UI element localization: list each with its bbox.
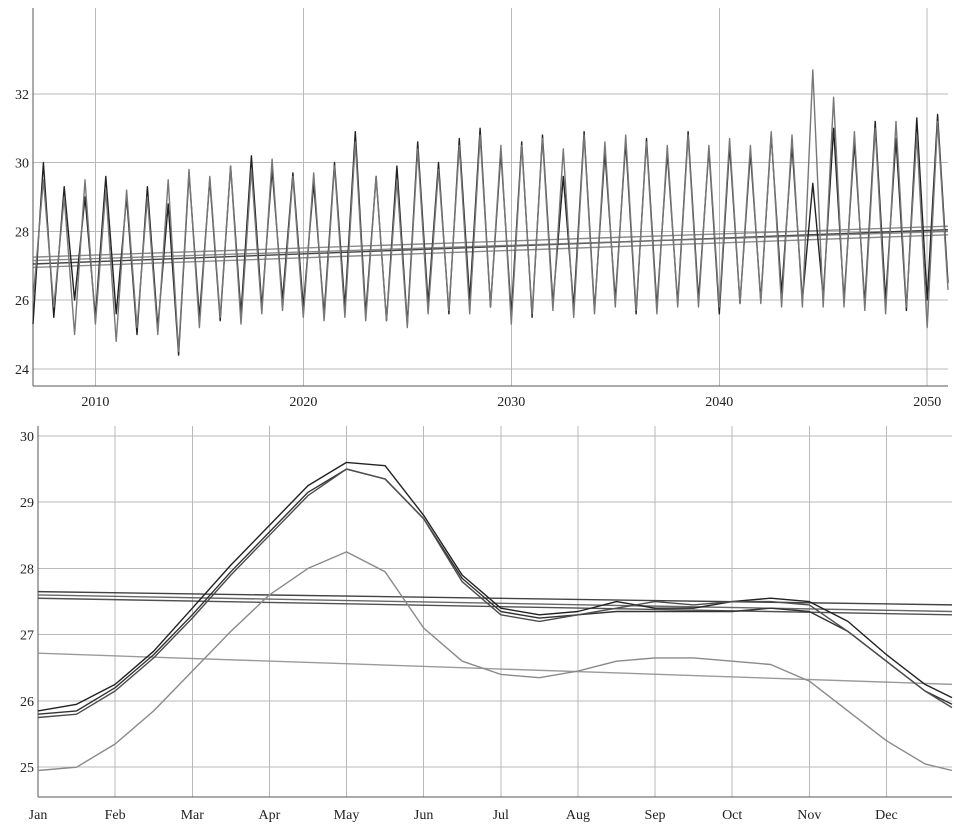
y-tick-label: 25 — [20, 761, 34, 776]
y-tick-label: 32 — [15, 88, 29, 103]
x-tick-label: May — [334, 808, 360, 823]
series-line — [37, 468, 953, 719]
x-tick-label: 2040 — [705, 395, 733, 410]
y-tick-label: 26 — [20, 695, 34, 710]
y-tick-label: 30 — [20, 430, 34, 445]
trend-line — [32, 225, 949, 258]
trend-line — [32, 234, 949, 269]
y-tick-label: 26 — [15, 294, 29, 309]
series-line — [37, 468, 953, 715]
y-tick-label: 28 — [15, 225, 29, 240]
x-tick-label: 2030 — [497, 395, 525, 410]
y-tick-label: 24 — [15, 363, 29, 378]
x-tick-label: 2010 — [81, 395, 109, 410]
x-tick-label: Dec — [875, 808, 898, 823]
lower-line-chart: Jan Feb Mar Apr May Jun Jul Aug Sep Oct Nov Dec 25 26… — [20, 426, 953, 823]
upper-line-chart: 2010 2020 2030 2040 2050 24 26 28 30 32 — [15, 8, 949, 410]
x-tick-label: 2050 — [913, 395, 941, 410]
x-tick-label: Jan — [29, 808, 48, 823]
x-tick-label: Feb — [105, 808, 126, 823]
series-line — [37, 461, 953, 712]
y-tick-label: 28 — [20, 562, 34, 577]
plot-area: Jan Feb Mar Apr May Jun Jul Aug Sep Oct Nov Dec 25 26… — [20, 426, 953, 823]
y-tick-label: 27 — [20, 629, 34, 644]
plot-area: 2010 2020 2030 2040 2050 24 26 28 30 32 — [15, 8, 949, 410]
x-tick-label: Sep — [645, 808, 666, 823]
x-tick-label: Aug — [566, 808, 590, 823]
y-tick-label: 30 — [15, 157, 29, 172]
x-tick-label: Jun — [414, 808, 433, 823]
x-tick-label: Mar — [181, 808, 205, 823]
series-line — [32, 69, 949, 353]
series-line — [37, 551, 953, 772]
trend-line — [37, 652, 953, 686]
trend-line — [32, 230, 949, 262]
x-tick-label: 2020 — [289, 395, 317, 410]
trend-line — [37, 590, 953, 606]
trend-line — [32, 228, 949, 265]
x-tick-label: Nov — [797, 808, 821, 823]
y-tick-label: 29 — [20, 496, 34, 511]
x-tick-label: Apr — [259, 808, 281, 823]
x-tick-label: Oct — [722, 808, 742, 823]
x-tick-label: Jul — [493, 808, 509, 823]
